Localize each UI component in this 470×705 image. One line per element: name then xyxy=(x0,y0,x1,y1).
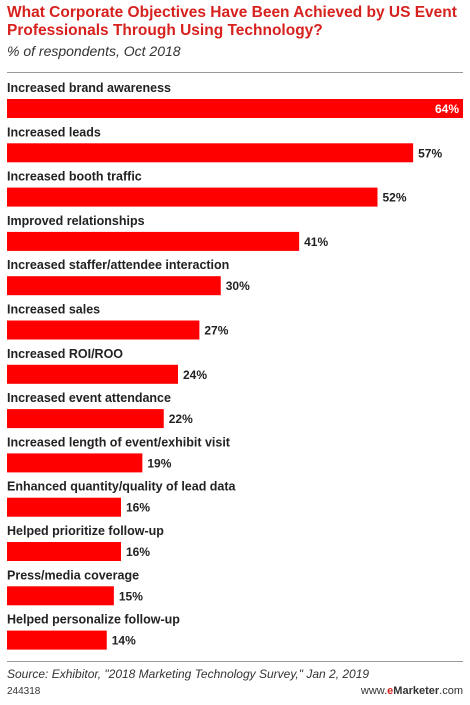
bar xyxy=(7,586,114,606)
bar xyxy=(7,143,414,163)
logo-rest: Marketer xyxy=(393,685,440,697)
bar-chart: Increased brand awareness 64% Increased le… xyxy=(7,81,463,650)
value-label: 16% xyxy=(126,501,150,515)
credit-suffix: .com xyxy=(439,685,463,697)
value-label: 16% xyxy=(126,545,150,559)
category-label: Improved relationships xyxy=(7,214,145,228)
category-label: Increased staffer/attendee interaction xyxy=(7,258,229,272)
category-label: Helped prioritize follow-up xyxy=(7,524,164,538)
value-label: 19% xyxy=(147,456,171,470)
category-label: Increased sales xyxy=(7,303,100,317)
bar xyxy=(7,99,463,118)
category-label: Increased length of event/exhibit visit xyxy=(7,435,231,449)
bar xyxy=(7,630,107,650)
bar xyxy=(7,453,143,473)
header-divider xyxy=(7,72,463,73)
category-label: Increased brand awareness xyxy=(7,81,171,95)
value-label: 14% xyxy=(112,634,136,648)
bar xyxy=(7,276,221,296)
category-label: Press/media coverage xyxy=(7,568,139,582)
bar xyxy=(7,409,164,429)
value-label: 30% xyxy=(226,279,250,293)
category-label: Enhanced quantity/quality of lead data xyxy=(7,480,237,494)
value-label: 64% xyxy=(435,102,459,116)
value-label: 27% xyxy=(204,324,228,338)
category-label: Increased booth traffic xyxy=(7,170,142,184)
value-label: 52% xyxy=(383,191,407,205)
category-label: Increased event attendance xyxy=(7,391,171,405)
chart-title: What Corporate Objectives Have Been Achi… xyxy=(7,4,457,39)
chart-subtitle: % of respondents, Oct 2018 xyxy=(7,43,181,59)
bar xyxy=(7,542,121,561)
value-label: 41% xyxy=(304,235,328,249)
category-label: Increased leads xyxy=(7,125,101,139)
credit-prefix: www. xyxy=(360,685,388,697)
bar xyxy=(7,320,200,340)
category-label: Helped personalize follow-up xyxy=(7,613,180,627)
bar xyxy=(7,187,378,207)
bar xyxy=(7,497,121,517)
bar xyxy=(7,364,178,384)
credit-url[interactable]: www.eMarketer.com xyxy=(361,685,463,697)
logo-e: e xyxy=(387,685,394,697)
value-label: 22% xyxy=(169,412,193,426)
value-label: 24% xyxy=(183,368,207,382)
chart-id: 244318 xyxy=(7,686,41,697)
emarketer-logo: eMarketer xyxy=(387,685,439,697)
footer-divider xyxy=(7,661,463,662)
source-note: Source: Exhibitor, "2018 Marketing Techn… xyxy=(7,667,370,681)
category-label: Increased ROI/ROO xyxy=(7,347,123,361)
bar xyxy=(7,231,300,251)
value-label: 57% xyxy=(418,146,442,160)
value-label: 15% xyxy=(119,589,143,603)
